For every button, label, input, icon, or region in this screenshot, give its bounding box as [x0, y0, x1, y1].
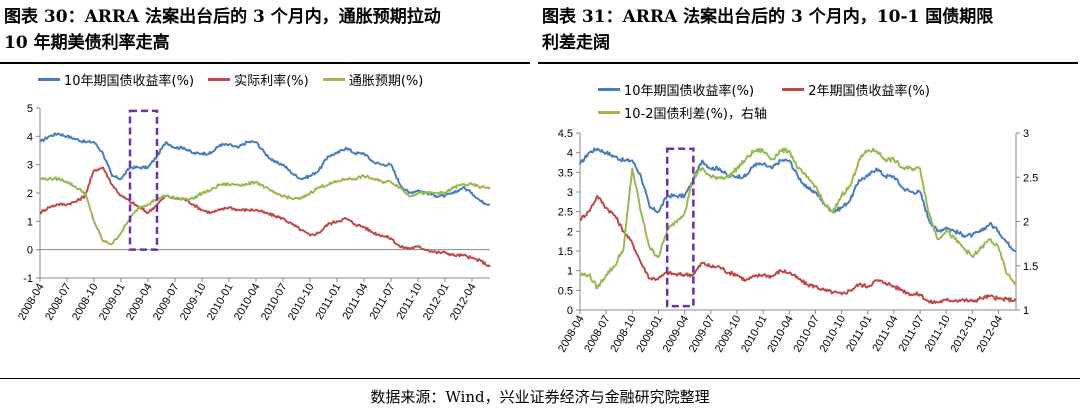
chart-panel-30: 图表 30：ARRA 法案出台后的 3 个月内，通胀预期拉动 10 年期美债利率…: [0, 0, 530, 322]
series-line: [579, 147, 1017, 290]
series-line: [39, 132, 491, 206]
legend-item: 2年期国债收益率(%): [782, 80, 930, 99]
y-tick-label: 4: [567, 148, 573, 160]
y-tick-label: 1: [27, 216, 33, 228]
y-tick-label: 0: [567, 305, 573, 317]
x-tick-label: 2012-04: [448, 282, 479, 323]
y2-tick-label: 1.5: [1023, 261, 1038, 273]
legend-swatch: [782, 88, 805, 91]
y-tick-label: 0.5: [558, 285, 573, 297]
y2-tick-label: 1: [1023, 305, 1029, 317]
highlight-box: [128, 109, 159, 251]
y-tick-label: 5: [27, 103, 33, 115]
legend-item: 实际利率(%): [208, 70, 309, 89]
x-tick-label: 2012-04: [975, 314, 1006, 355]
chart-title-31-line1: 图表 31：ARRA 法案出台后的 3 个月内，10-1 国债期限: [542, 7, 994, 27]
y2-tick-label: 2.5: [1023, 172, 1038, 184]
legend-30: 10年期国债收益率(%) 实际利率(%) 通胀预期(%): [38, 70, 433, 89]
legend-label: 10年期国债收益率(%): [624, 84, 755, 99]
title-rule-30: [0, 62, 530, 64]
legend-31: 10年期国债收益率(%) 2年期国债收益率(%) 10-2国债利差(%)，右轴: [598, 80, 1018, 122]
chart-title-30-line2: 10 年期美债利率走高: [4, 33, 170, 53]
highlight-box: [665, 147, 695, 308]
chart-title-30: 图表 30：ARRA 法案出台后的 3 个月内，通胀预期拉动 10 年期美债利率…: [0, 0, 530, 56]
legend-swatch: [38, 78, 60, 81]
y-tick-label: -1: [23, 273, 33, 285]
x-tick-label: 2010-10: [286, 282, 317, 323]
legend-item: 10-2国债利差(%)，右轴: [598, 103, 767, 122]
y-tick-label: 2: [27, 188, 33, 200]
y-tick-label: 2: [567, 226, 573, 238]
legend-label: 通胀预期(%): [348, 74, 424, 89]
legend-label: 10年期国债收益率(%): [64, 74, 195, 89]
y2-tick-label: 2: [1023, 217, 1029, 229]
legend-label: 2年期国债收益率(%): [808, 84, 930, 99]
footer-rule: [0, 378, 1080, 379]
chart-panel-31: 图表 31：ARRA 法案出台后的 3 个月内，10-1 国债期限 利差走阔 1…: [538, 0, 1078, 354]
x-tick-label: 2011-10: [394, 282, 424, 322]
legend-item: 通胀预期(%): [322, 70, 424, 89]
y-tick-label: 2.5: [558, 207, 573, 219]
series-line: [579, 194, 1017, 305]
legend-label: 实际利率(%): [234, 74, 309, 89]
y-tick-label: 0: [27, 245, 33, 257]
chart-title-30-line1: 图表 30：ARRA 法案出台后的 3 个月内，通胀预期拉动: [4, 7, 441, 27]
y-tick-label: 3: [27, 160, 33, 172]
series-line: [39, 174, 491, 246]
legend-swatch: [598, 88, 620, 91]
x-tick-label: 2011-01: [313, 282, 343, 322]
chart-31-svg: 00.511.522.533.544.511.522.532008-042008…: [556, 128, 1038, 355]
legend-swatch: [322, 78, 345, 81]
series-line: [579, 147, 1017, 252]
y2-tick-label: 3: [1023, 128, 1029, 140]
legend-label: 10-2国债利差(%)，右轴: [624, 107, 768, 122]
y-tick-label: 3: [567, 187, 573, 199]
x-tick-label: 2011-04: [340, 282, 370, 322]
x-tick-label: 2011-07: [367, 282, 397, 322]
legend-swatch: [208, 78, 231, 81]
source-note: 数据来源：Wind，兴业证券经济与金融研究院整理: [370, 388, 710, 406]
series-line: [39, 166, 491, 268]
legend-item: 10年期国债收益率(%): [598, 80, 754, 99]
y-tick-label: 3.5: [558, 167, 573, 179]
title-rule-31: [538, 62, 1078, 64]
chart-title-31-line2: 利差走阔: [542, 33, 610, 53]
y-tick-label: 1: [567, 266, 573, 278]
y-tick-label: 1.5: [558, 246, 573, 258]
chart-title-31: 图表 31：ARRA 法案出台后的 3 个月内，10-1 国债期限 利差走阔: [538, 0, 1078, 56]
legend-swatch: [598, 111, 620, 114]
chart-30-svg: -10123452008-042008-072008-102009-012009…: [16, 103, 491, 323]
legend-item: 10年期国债收益率(%): [38, 70, 194, 89]
y-tick-label: 4: [27, 131, 33, 143]
y-tick-label: 4.5: [558, 128, 573, 140]
